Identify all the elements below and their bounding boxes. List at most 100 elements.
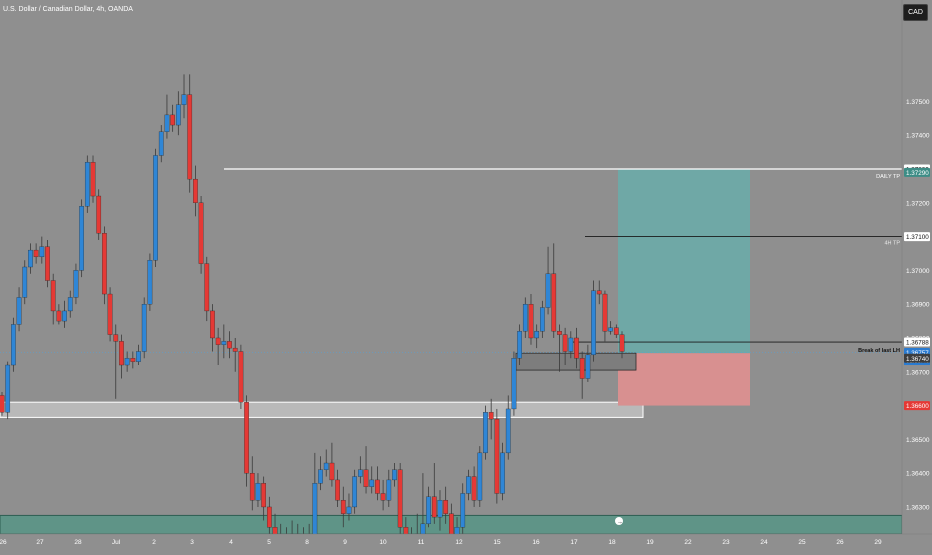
bear-candle (50, 280, 56, 312)
scroll-to-realtime-icon[interactable] (615, 517, 623, 525)
bull-candle (426, 496, 431, 525)
bear-candle (431, 496, 437, 518)
time-tick-label: 25 (798, 539, 806, 546)
bull-candle (392, 469, 397, 481)
price-label-badge (904, 232, 930, 242)
price-tick-label: 1.36400 (906, 471, 930, 478)
bull-candle (323, 462, 329, 470)
bear-candle (329, 462, 335, 481)
demand-zone-box (0, 401, 644, 418)
bull-candle (540, 307, 545, 332)
price-tick-label: 1.37400 (906, 133, 930, 140)
bear-candle (56, 310, 62, 322)
bear-candle (249, 473, 255, 501)
bull-candle (11, 324, 16, 366)
bear-candle (102, 233, 107, 295)
bear-candle (579, 358, 585, 379)
bear-candle (613, 327, 619, 335)
price-tick-label: 1.37500 (906, 99, 930, 106)
bull-candle (221, 341, 227, 345)
bull-candle (147, 260, 153, 305)
bull-candle (136, 351, 141, 362)
bull-candle (158, 131, 164, 156)
time-tick-label: 24 (760, 539, 768, 546)
bear-candle (335, 479, 340, 501)
price-label-badge (904, 167, 930, 177)
bear-candle (107, 293, 113, 335)
price-label-text: 1.36740 (906, 356, 929, 363)
break-of-last-lh-label: Break of last LH (858, 348, 900, 354)
arrow-icon: → (617, 520, 623, 526)
bull-candle (534, 331, 540, 339)
bear-candle (471, 476, 477, 501)
bear-candle (90, 162, 96, 197)
bull-candle (28, 249, 33, 268)
time-tick-label: 15 (493, 539, 501, 546)
price-label-text: 1.37100 (906, 234, 929, 241)
time-tick-label: 5 (267, 539, 271, 546)
time-tick-label: 26 (836, 539, 844, 546)
bull-candle (568, 337, 574, 352)
bear-candle (130, 358, 136, 362)
bull-candle (466, 476, 471, 494)
price-tick-label: 1.36700 (906, 369, 930, 376)
time-tick-label: 18 (608, 539, 616, 546)
price-tick-label: 1.36900 (906, 302, 930, 309)
bull-candle (164, 114, 170, 132)
time-tick-label: 16 (532, 539, 540, 546)
bull-candle (22, 266, 28, 298)
bull-candle (16, 297, 22, 325)
bear-candle (198, 202, 204, 264)
time-tick-label: 28 (74, 539, 82, 546)
bull-candle (73, 270, 79, 298)
bull-candle (67, 297, 73, 312)
bull-candle (369, 479, 375, 487)
bull-candle (420, 523, 426, 535)
bull-candle (79, 206, 84, 271)
time-tick-label: 2 (152, 539, 156, 546)
bull-candle (124, 358, 130, 366)
bull-candle (318, 469, 323, 484)
bear-candle (187, 94, 193, 180)
bear-candle (238, 351, 244, 403)
bear-candle (45, 246, 50, 281)
bull-candle (505, 408, 511, 454)
bear-candle (602, 293, 608, 332)
bull-candle (153, 155, 158, 261)
bull-candle (591, 290, 596, 356)
price-axis-bg (902, 0, 932, 550)
bull-candle (141, 304, 147, 352)
price-label-text: 1.36757 (906, 350, 929, 357)
bear-candle (380, 493, 386, 501)
bear-candle (443, 500, 449, 514)
bear-candle (363, 469, 369, 487)
bull-candle (386, 479, 392, 501)
bear-candle (119, 341, 124, 366)
bear-candle (397, 469, 403, 528)
time-tick-label: 3 (190, 539, 194, 546)
bull-candle (181, 94, 187, 105)
bear-candle (562, 334, 568, 352)
bear-candle (574, 337, 579, 359)
bull-candle (545, 273, 551, 308)
bear-candle (488, 412, 494, 420)
price-tick-label: 1.36300 (906, 504, 930, 511)
bear-candle (0, 395, 5, 413)
bull-candle (312, 483, 318, 538)
bear-candle (113, 334, 119, 342)
bull-candle (84, 162, 90, 207)
bear-candle (210, 310, 215, 339)
time-tick-label: 11 (418, 539, 425, 546)
bull-candle (585, 354, 591, 379)
currency-button[interactable]: CAD (903, 4, 928, 21)
bear-candle (375, 479, 380, 494)
4h-tp-label: 4H TP (885, 241, 901, 247)
daily-tp-label: DAILY TP (876, 174, 900, 180)
time-tick-label: 22 (684, 539, 692, 546)
bull-candle (522, 304, 528, 332)
time-tick-label: 19 (646, 539, 654, 546)
time-tick-label: 23 (722, 539, 730, 546)
bear-candle (266, 506, 272, 528)
